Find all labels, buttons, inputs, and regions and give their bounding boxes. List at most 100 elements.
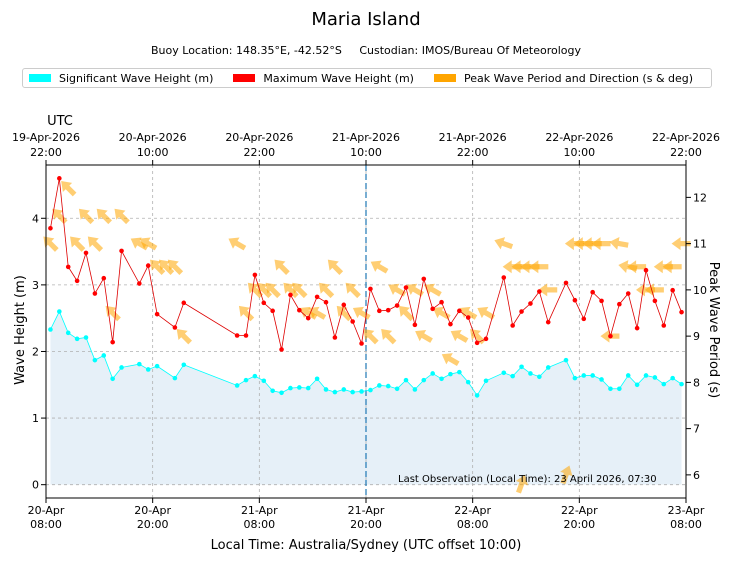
significant-wave-point-6 (101, 353, 107, 358)
period-arrow-shape (398, 305, 415, 322)
x-axis-label: Local Time: Australia/Sydney (UTC offset… (211, 538, 522, 553)
maximum-wave-point-31 (385, 307, 391, 313)
period-arrow-12 (158, 259, 175, 275)
period-arrow-64 (515, 474, 529, 494)
significant-wave-point-36 (430, 371, 435, 376)
significant-wave-point-14 (234, 383, 240, 388)
significant-wave-point-39 (457, 369, 462, 375)
maximum-wave-point-4 (83, 250, 89, 256)
x-tick-label-top-date: 20-Apr-2026 (119, 131, 187, 144)
maximum-wave-point-54 (608, 333, 613, 339)
period-arrow-shape (406, 283, 424, 297)
period-arrow-shape (459, 306, 478, 320)
significant-wave-point-22 (305, 385, 311, 391)
significant-wave-point-61 (670, 375, 675, 381)
y-tick-label-right: 6 (693, 469, 700, 482)
y-tick-label-left: 2 (32, 345, 39, 358)
chart-title: Maria Island (311, 9, 420, 30)
maximum-wave-point-3 (74, 278, 80, 284)
significant-wave-point-30 (377, 383, 382, 388)
legend-label-period: Peak Wave Period and Direction (s & deg) (463, 71, 694, 85)
period-arrow-17 (247, 282, 264, 299)
significant-wave-point-45 (519, 364, 524, 370)
y-tick-label-left: 1 (32, 412, 39, 425)
significant-wave-point-4 (83, 335, 89, 340)
maximum-wave-point-43 (501, 275, 507, 280)
maximum-wave-point-23 (314, 294, 320, 300)
period-arrow-shape (308, 306, 327, 320)
significant-wave-point-16 (252, 373, 258, 379)
significant-wave-point-46 (528, 371, 533, 376)
maximum-wave-point-15 (243, 333, 249, 338)
maximum-wave-point-16 (252, 272, 258, 278)
significant-wave-point-13 (181, 362, 187, 368)
period-arrow-shape (560, 465, 573, 485)
maximum-wave-point-35 (421, 276, 427, 282)
period-arrow-16 (238, 305, 255, 322)
maximum-wave-point-21 (297, 307, 302, 313)
x-tick-label-top-time: 22:00 (243, 146, 275, 159)
significant-wave-point-29 (368, 387, 373, 393)
period-arrow-35 (406, 283, 424, 297)
period-arrow-31 (370, 260, 389, 274)
maximum-wave-point-53 (599, 298, 604, 304)
legend-entry-significant: Significant Wave Height (m) (29, 72, 213, 85)
significant-wave-point-19 (279, 390, 284, 396)
maximum-wave-point-32 (394, 303, 400, 308)
x-tick-label-top-date: 22-Apr-2026 (545, 131, 613, 144)
maximum-wave-point-29 (368, 286, 373, 292)
maximum-wave-point-60 (661, 323, 667, 328)
x-tick-label-bottom-time: 08:00 (670, 518, 702, 531)
period-arrow-6 (96, 208, 112, 225)
significant-wave-point-37 (439, 376, 444, 382)
legend-swatch-period (433, 74, 456, 82)
period-arrow-shape (662, 260, 682, 274)
period-arrow-43 (477, 306, 496, 320)
significant-wave-point-27 (350, 389, 355, 395)
chart-subtitle: Buoy Location: 148.35°E, -42.52°S Custod… (151, 44, 581, 57)
significant-wave-point-38 (448, 371, 453, 377)
top-axis-label: UTC (47, 114, 73, 129)
significant-wave-area (50, 311, 682, 485)
period-arrow-8 (114, 208, 130, 225)
period-arrow-shape (345, 282, 361, 299)
significant-wave-point-32 (394, 386, 400, 392)
legend-entry-period: Peak Wave Period and Direction (s & deg) (433, 71, 694, 85)
maximum-wave-point-24 (323, 299, 329, 305)
maximum-wave-point-19 (279, 347, 284, 352)
maximum-wave-point-10 (145, 263, 151, 268)
x-tick-label-top-time: 10:00 (563, 146, 595, 159)
maximum-wave-point-42 (483, 336, 489, 342)
significant-wave-point-60 (661, 381, 667, 387)
maximum-wave-point-49 (563, 280, 569, 286)
period-arrow-13 (167, 259, 184, 275)
period-arrow-shape (515, 474, 529, 494)
y-axis-label-left: Wave Height (m) (13, 275, 28, 385)
legend-label-significant: Significant Wave Height (m) (59, 71, 214, 85)
significant-wave-point-21 (297, 385, 302, 390)
period-arrow-shape (61, 181, 77, 197)
period-arrow-shape (432, 306, 451, 320)
period-arrow-18 (256, 282, 272, 299)
maximum-wave-point-62 (679, 309, 684, 315)
significant-wave-point-57 (634, 382, 640, 388)
x-tick-label-top-date: 20-Apr-2026 (225, 131, 293, 144)
legend-label-maximum: Maximum Wave Height (m) (263, 71, 414, 85)
significant-wave-point-25 (332, 389, 338, 395)
significant-wave-point-15 (243, 377, 249, 383)
significant-wave-point-5 (92, 357, 98, 363)
significant-wave-point-56 (625, 373, 631, 378)
y-tick-label-right: 8 (693, 376, 700, 389)
maximum-wave-point-50 (572, 297, 578, 303)
maximum-wave-point-6 (101, 275, 107, 281)
period-arrow-2 (61, 181, 77, 197)
period-arrow-7 (105, 305, 121, 322)
period-arrow-21 (283, 282, 299, 299)
period-arrow-63 (671, 237, 691, 251)
maximum-wave-point-52 (590, 289, 595, 295)
x-tick-label-top-time: 10:00 (350, 146, 382, 159)
maximum-wave-point-11 (154, 311, 160, 317)
maximum-wave-point-5 (92, 291, 98, 296)
legend-swatch-significant (29, 74, 51, 82)
maximum-wave-point-33 (403, 285, 409, 290)
